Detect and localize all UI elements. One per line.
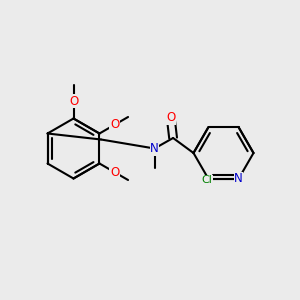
Text: O: O <box>166 111 175 124</box>
Text: N: N <box>150 142 159 155</box>
Text: Cl: Cl <box>202 176 212 185</box>
Text: O: O <box>69 94 78 108</box>
Text: O: O <box>110 166 119 179</box>
Text: O: O <box>110 118 119 131</box>
Text: N: N <box>234 172 243 185</box>
